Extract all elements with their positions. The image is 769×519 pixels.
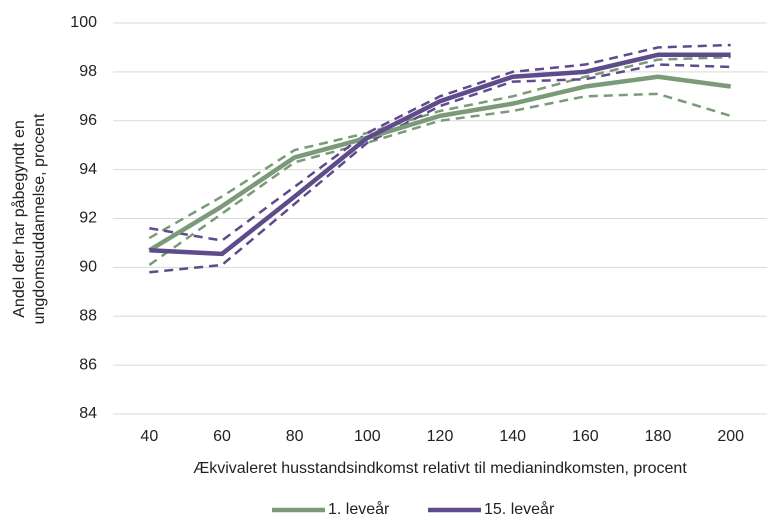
x-tick-label: 80 xyxy=(286,428,304,445)
x-tick-label: 140 xyxy=(499,428,526,445)
legend-label: 15. leveår xyxy=(484,500,555,518)
y-tick-label: 86 xyxy=(79,356,97,373)
x-tick-label: 160 xyxy=(572,428,599,445)
series-line xyxy=(149,52,731,257)
y-tick-label: 98 xyxy=(79,63,97,80)
y-tick-label: 92 xyxy=(79,210,97,227)
y-tick-label: 84 xyxy=(79,405,97,422)
y-tick-label: 88 xyxy=(79,307,97,324)
y-axis-title: ungdomsuddannelse, procent xyxy=(31,113,48,324)
x-axis-title: Ækvivaleret husstandsindkomst relativt t… xyxy=(193,460,687,477)
confidence-line xyxy=(148,92,732,266)
y-tick-label: 94 xyxy=(79,161,97,178)
confidence-line xyxy=(148,55,731,240)
series-line xyxy=(148,74,731,253)
x-tick-label: 120 xyxy=(427,428,454,445)
y-tick-label: 96 xyxy=(79,112,97,129)
x-tick-label: 180 xyxy=(645,428,672,445)
y-tick-label: 100 xyxy=(70,14,97,31)
confidence-line xyxy=(149,43,731,242)
y-axis-title: Andel der har påbegyndt en xyxy=(10,120,28,317)
x-tick-label: 60 xyxy=(213,428,231,445)
x-tick-label: 40 xyxy=(140,428,158,445)
confidence-line xyxy=(149,63,731,274)
x-tick-label: 200 xyxy=(717,428,744,445)
legend-label: 1. leveår xyxy=(328,500,390,518)
y-tick-label: 90 xyxy=(79,259,97,276)
x-tick-label: 100 xyxy=(354,428,381,445)
